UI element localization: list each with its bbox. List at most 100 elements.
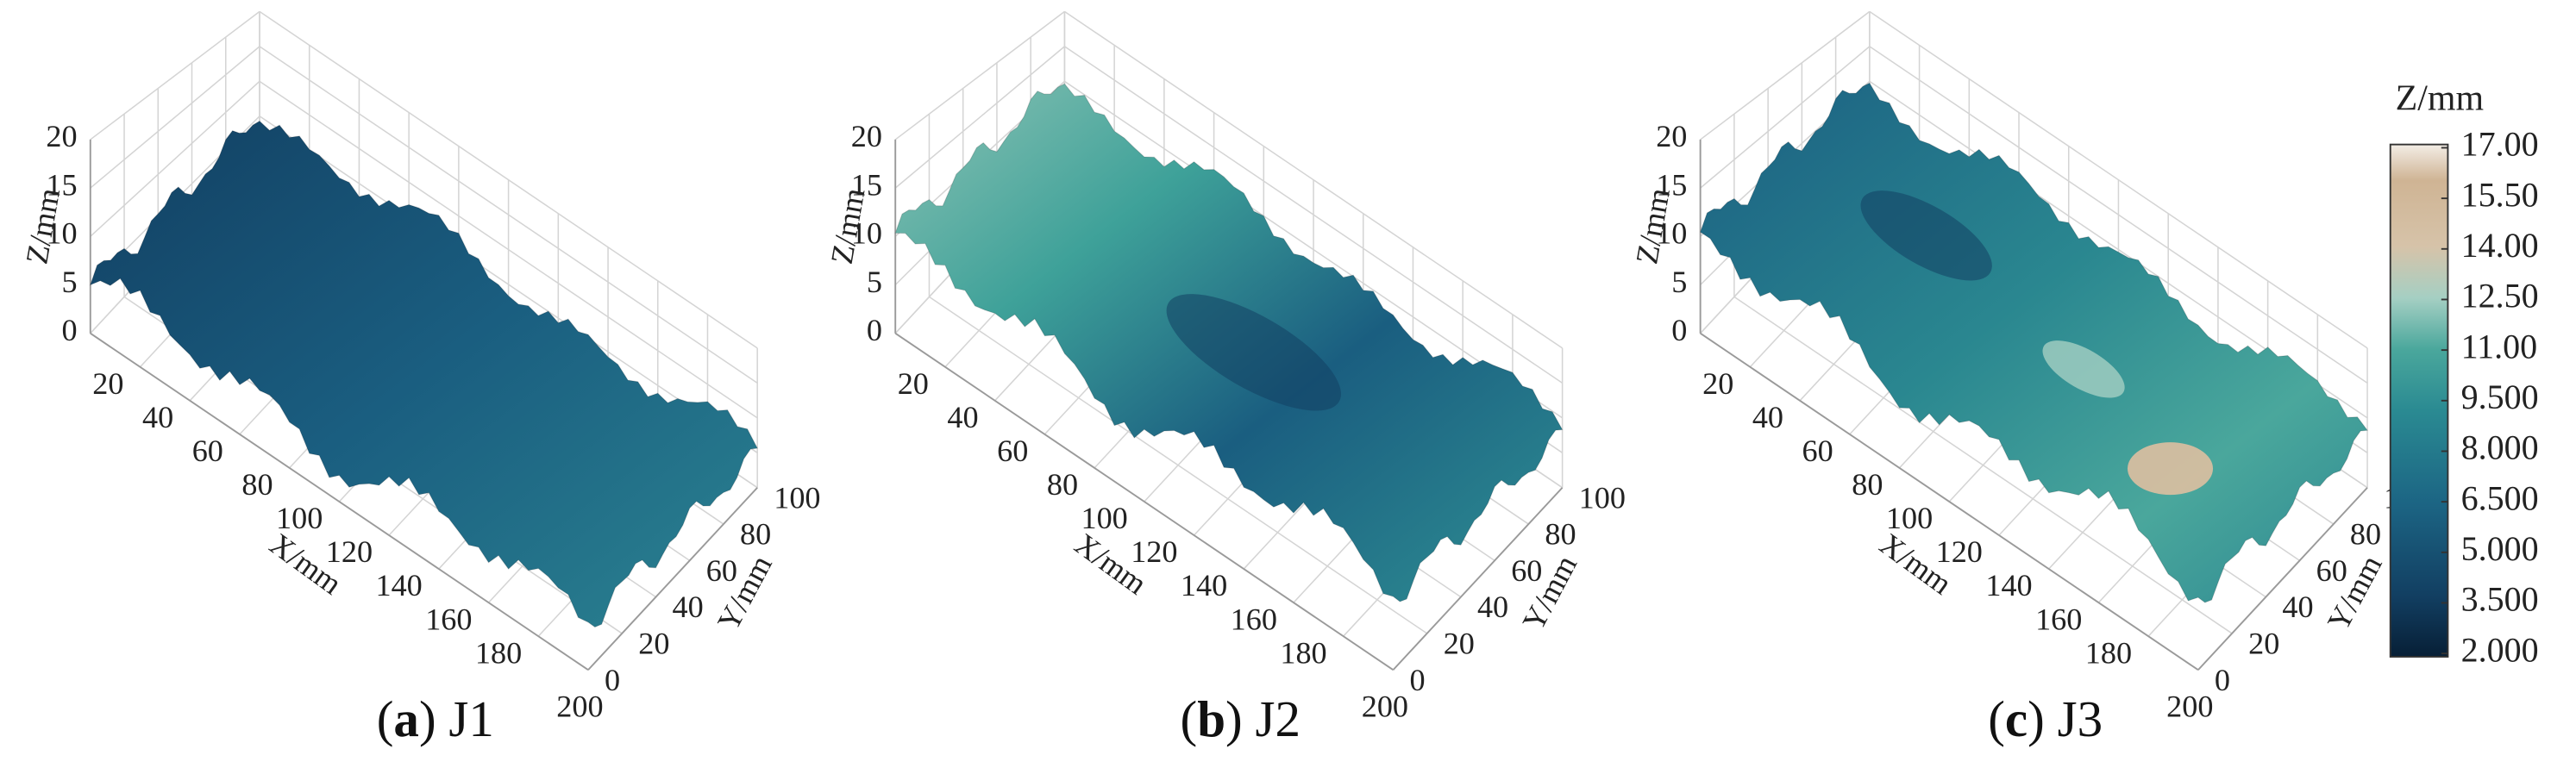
z-axis-title: Z/mm bbox=[1629, 185, 1677, 266]
z-tick-label: 15 bbox=[851, 167, 882, 202]
x-tick-label: 20 bbox=[92, 366, 123, 401]
surface bbox=[89, 120, 759, 628]
colorbar-tick-label: 3.500 bbox=[2461, 580, 2539, 619]
caption: (b) J2 bbox=[1181, 690, 1301, 747]
caption-paren: ) bbox=[2028, 690, 2057, 747]
grid-line bbox=[90, 10, 260, 140]
grid-line bbox=[259, 46, 758, 384]
axis-line bbox=[2197, 487, 2368, 671]
caption-paren: ( bbox=[377, 690, 394, 747]
panel: 0510152020406080100120140160180200020406… bbox=[19, 10, 821, 747]
z-tick-label: 10 bbox=[1656, 216, 1687, 251]
x-tick-label: 40 bbox=[1752, 400, 1783, 434]
axis-line bbox=[90, 332, 589, 671]
panel: 0510152020406080100120140160180200020406… bbox=[1629, 10, 2430, 747]
colorbar-tick-label: 9.500 bbox=[2461, 378, 2539, 416]
y-tick-label: 40 bbox=[2282, 590, 2313, 624]
grid-line bbox=[1700, 10, 1871, 140]
y-tick-label: 100 bbox=[774, 480, 820, 515]
y-tick-label: 60 bbox=[706, 553, 737, 588]
y-tick-label: 0 bbox=[2215, 663, 2230, 697]
colorbar-tick-label: 2.000 bbox=[2461, 630, 2539, 669]
x-tick-label: 100 bbox=[276, 501, 323, 535]
z-axis-title: Z/mm bbox=[19, 185, 66, 266]
grid-line bbox=[929, 296, 1428, 634]
caption-letter: a bbox=[393, 690, 419, 747]
caption-paren: ( bbox=[1988, 690, 2005, 747]
y-tick-label: 80 bbox=[1545, 517, 1576, 552]
caption-letter: c bbox=[2005, 690, 2028, 747]
x-tick-label: 160 bbox=[2035, 602, 2082, 636]
surface-patch bbox=[1860, 190, 1992, 281]
grid-line bbox=[1869, 10, 2368, 349]
x-tick-label: 140 bbox=[1181, 568, 1227, 602]
x-tick-label: 200 bbox=[2166, 689, 2213, 723]
z-tick-label: 5 bbox=[867, 265, 882, 299]
grid-line bbox=[90, 80, 260, 237]
caption-paren: ( bbox=[1181, 690, 1198, 747]
z-tick-label: 0 bbox=[1671, 313, 1687, 347]
x-tick-label: 200 bbox=[1362, 689, 1408, 723]
x-tick-label: 180 bbox=[1280, 635, 1326, 670]
grid-line bbox=[90, 46, 260, 189]
z-tick-label: 5 bbox=[61, 265, 77, 299]
y-tick-label: 20 bbox=[1444, 626, 1475, 660]
grid-line bbox=[894, 46, 1065, 189]
panel: 0510152020406080100120140160180200020406… bbox=[824, 10, 1626, 747]
y-tick-label: 40 bbox=[1477, 590, 1508, 624]
axis-line bbox=[1392, 487, 1564, 671]
z-tick-label: 10 bbox=[851, 216, 882, 251]
colorbar: Z/mm 17.00 15.50 14.00 12.50 11.00 9.500 8.000 6… bbox=[2389, 79, 2539, 669]
x-tick-label: 80 bbox=[1852, 467, 1883, 502]
axis-line bbox=[894, 332, 1394, 671]
y-tick-label: 80 bbox=[740, 517, 771, 552]
y-tick-label: 80 bbox=[2350, 517, 2381, 552]
x-tick-label: 60 bbox=[1802, 434, 1833, 468]
caption: (c) J3 bbox=[1988, 690, 2103, 747]
z-tick-label: 10 bbox=[46, 216, 77, 251]
colorbar-bar bbox=[2389, 143, 2449, 658]
x-tick-label: 40 bbox=[947, 400, 978, 434]
x-tick-label: 20 bbox=[898, 366, 929, 401]
surface-patch bbox=[1166, 294, 1341, 411]
y-tick-label: 60 bbox=[1511, 553, 1542, 588]
x-tick-label: 100 bbox=[1081, 501, 1127, 535]
x-tick-label: 200 bbox=[556, 689, 603, 723]
caption-text: J3 bbox=[2058, 690, 2103, 747]
colorbar-tick-label: 6.500 bbox=[2461, 478, 2539, 517]
colorbar-tick-label: 15.50 bbox=[2461, 175, 2539, 214]
x-tick-label: 20 bbox=[1702, 366, 1733, 401]
x-tick-label: 160 bbox=[425, 602, 472, 636]
caption-paren: ) bbox=[419, 690, 448, 747]
y-tick-label: 0 bbox=[1409, 663, 1425, 697]
x-tick-label: 100 bbox=[1886, 501, 1933, 535]
x-tick-label: 40 bbox=[142, 400, 173, 434]
x-tick-label: 120 bbox=[326, 534, 373, 569]
colorbar-tick-label: 8.000 bbox=[2461, 428, 2539, 467]
axis-line bbox=[1700, 332, 2199, 671]
z-tick-label: 0 bbox=[867, 313, 882, 347]
y-tick-label: 20 bbox=[2248, 626, 2279, 660]
colorbar-tick-label: 12.50 bbox=[2461, 277, 2539, 315]
y-tick-label: 0 bbox=[605, 663, 620, 697]
grid-line bbox=[259, 80, 758, 419]
z-tick-label: 20 bbox=[851, 119, 882, 153]
grid-line bbox=[1063, 10, 1564, 349]
caption-text: J2 bbox=[1255, 690, 1301, 747]
y-tick-label: 20 bbox=[638, 626, 669, 660]
z-tick-label: 15 bbox=[1656, 167, 1687, 202]
x-tick-label: 140 bbox=[375, 568, 422, 602]
x-tick-label: 60 bbox=[192, 434, 223, 468]
axis-line bbox=[587, 487, 758, 671]
caption: (a) J1 bbox=[377, 690, 494, 747]
grid-line bbox=[894, 10, 1065, 140]
caption-text: J1 bbox=[448, 690, 494, 747]
colorbar-tick-label: 5.000 bbox=[2461, 529, 2539, 568]
x-tick-label: 80 bbox=[1047, 467, 1078, 502]
z-tick-label: 20 bbox=[1656, 119, 1687, 153]
x-tick-label: 180 bbox=[475, 635, 522, 670]
x-tick-label: 120 bbox=[1131, 534, 1177, 569]
y-tick-label: 60 bbox=[2316, 553, 2347, 588]
x-tick-label: 180 bbox=[2085, 635, 2132, 670]
